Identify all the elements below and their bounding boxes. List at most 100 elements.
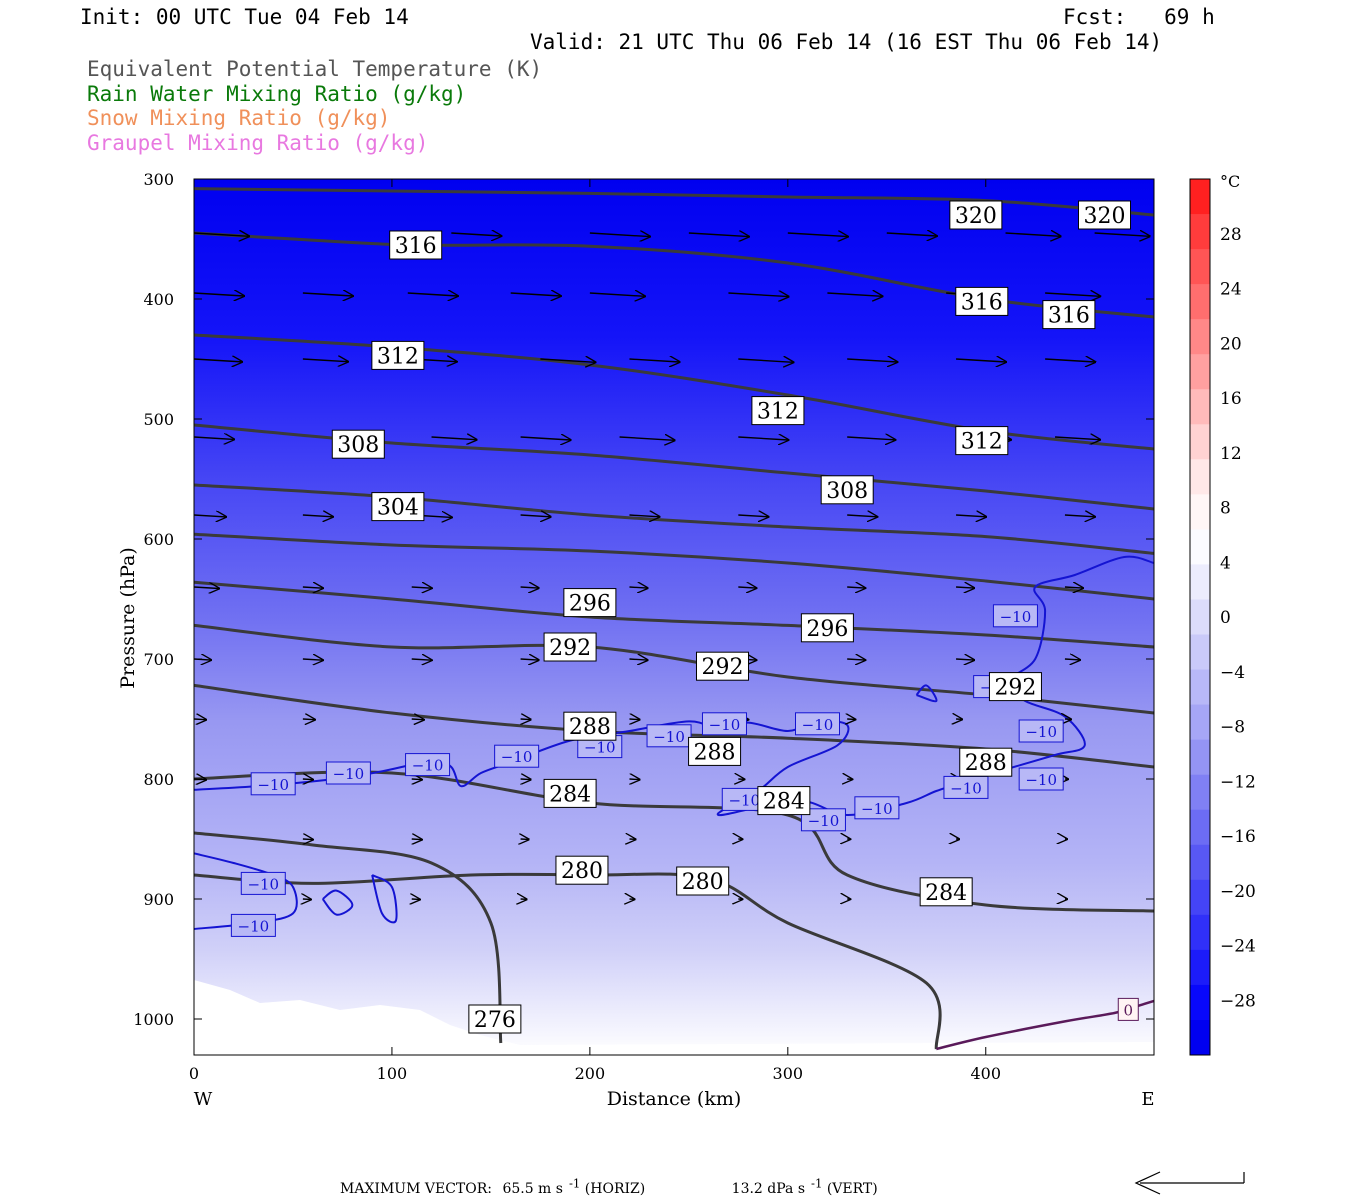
wind-vector <box>303 779 313 780</box>
colorbar-swatch <box>1190 424 1210 460</box>
temp-label-box <box>800 808 846 832</box>
theta-e-label: 292 <box>701 655 743 680</box>
reference-vector-arrow <box>1134 1171 1245 1195</box>
wind-vector <box>510 293 561 296</box>
wind-vector <box>1064 659 1080 660</box>
wind-vector <box>827 293 882 296</box>
theta-e-label: 280 <box>682 870 724 895</box>
temp-label-box <box>795 712 841 736</box>
wind-vector <box>302 515 333 517</box>
wind-vector <box>411 587 432 588</box>
theta-e-label-box <box>555 855 609 885</box>
temp-contour-minus10 <box>915 684 938 703</box>
y-tick-label: 800 <box>143 770 174 789</box>
theta-e-label: 288 <box>694 740 736 765</box>
temp-label-zero: 0 <box>1123 1001 1133 1019</box>
temp-label-box <box>240 871 286 895</box>
max-horiz-vector: 65.5 m s -1 (HORIZ) <box>502 1176 646 1197</box>
wind-vector <box>302 719 315 720</box>
colorbar-swatch <box>1190 809 1210 846</box>
wind-vector <box>629 587 647 588</box>
theta-e-label-box <box>1078 200 1132 230</box>
temp-label-minus10: −10 <box>412 757 444 775</box>
legend-graupel: Graupel Mixing Ratio (g/kg) <box>87 131 429 155</box>
colorbar-swatch <box>1190 249 1210 285</box>
temp-label-box <box>1117 997 1139 1021</box>
legend-theta-e: Equivalent Potential Temperature (K) <box>87 57 543 81</box>
wind-vector <box>412 839 422 840</box>
colorbar-tick-label: 8 <box>1220 499 1231 519</box>
wind-vector <box>956 515 986 517</box>
temp-label-box <box>250 772 296 796</box>
colorbar-tick-label: 16 <box>1220 389 1242 409</box>
wind-vector <box>1054 437 1100 440</box>
temp-label-minus10: −10 <box>861 800 893 818</box>
y-tick-label: 1000 <box>133 1010 174 1029</box>
theta-e-label-box <box>371 340 425 370</box>
colorbar-swatch <box>1190 774 1210 811</box>
wind-vector <box>787 233 848 237</box>
theta-e-label: 308 <box>337 433 379 458</box>
wind-vector <box>1005 233 1061 236</box>
colorbar-swatch <box>1190 494 1210 530</box>
theta-e-label-box <box>468 1004 522 1034</box>
theta-e-label: 316 <box>395 234 437 259</box>
wind-vector <box>956 659 974 660</box>
temp-label-minus10: −10 <box>950 779 982 797</box>
temp-label-minus10: −10 <box>1025 723 1057 741</box>
max-vert-vector: 13.2 dPa s -1 (VERT) <box>731 1176 878 1197</box>
temp-label-minus10: −10 <box>501 748 533 766</box>
temp-label-minus10: −10 <box>257 776 289 794</box>
wind-vector <box>629 659 647 660</box>
temp-contour-minus10 <box>371 874 398 924</box>
temp-label-box <box>854 796 900 820</box>
colorbar-tick-label: 4 <box>1220 553 1231 573</box>
colorbar-swatch <box>1190 459 1210 495</box>
x-axis-east: E <box>1141 1089 1154 1110</box>
colorbar-tick-label: −8 <box>1220 718 1245 738</box>
colorbar-swatch <box>1190 564 1210 600</box>
theta-e-label: 316 <box>961 290 1003 315</box>
wind-vector <box>1045 359 1095 362</box>
theta-e-label-box <box>757 786 811 816</box>
forecast-hour: Fcst: 69 h <box>1063 5 1215 29</box>
colorbar-swatch <box>1190 669 1210 706</box>
theta-e-label-box <box>955 426 1009 456</box>
wind-vector <box>738 359 793 362</box>
x-tick-label: 300 <box>773 1064 804 1083</box>
colorbar-tick-label: 20 <box>1220 334 1242 354</box>
x-axis-west: W <box>194 1089 213 1110</box>
temp-label-box <box>230 913 276 937</box>
wind-vector <box>540 359 595 362</box>
colorbar-swatch <box>1190 914 1210 951</box>
x-axis-label: Distance (km) <box>607 1088 742 1110</box>
wind-vector <box>728 293 788 297</box>
y-tick-label: 900 <box>143 890 174 909</box>
wind-vector <box>520 437 571 440</box>
wind-vector <box>411 659 432 660</box>
max-vector-footer: MAXIMUM VECTOR: 65.5 m s -1 (HORIZ) 13.2 … <box>340 1176 890 1197</box>
below-ground-region <box>194 980 1154 1055</box>
y-tick-label: 500 <box>143 410 174 429</box>
wind-vector <box>194 359 242 362</box>
temp-label-box <box>992 604 1038 628</box>
theta-e-label: 320 <box>1084 204 1126 229</box>
colorbar-swatch <box>1190 984 1210 1021</box>
wind-vector <box>629 359 679 362</box>
temp-label-minus10: −10 <box>728 791 760 809</box>
wind-vector <box>847 587 865 588</box>
wind-vector <box>521 719 531 720</box>
colorbar-swatch <box>1190 284 1210 320</box>
theta-e-label: 316 <box>1048 304 1090 329</box>
colorbar-swatch <box>1190 179 1210 215</box>
theta-e-label: 280 <box>561 859 603 884</box>
colorbar-swatch <box>1190 214 1210 250</box>
wind-vector <box>956 359 1006 362</box>
colorbar-swatch <box>1190 634 1210 671</box>
wind-vector <box>1045 293 1100 296</box>
theta-e-label-box <box>676 866 730 896</box>
wind-vector <box>688 233 749 237</box>
wind-vectors <box>194 233 1150 899</box>
theta-e-label-box <box>919 877 973 907</box>
